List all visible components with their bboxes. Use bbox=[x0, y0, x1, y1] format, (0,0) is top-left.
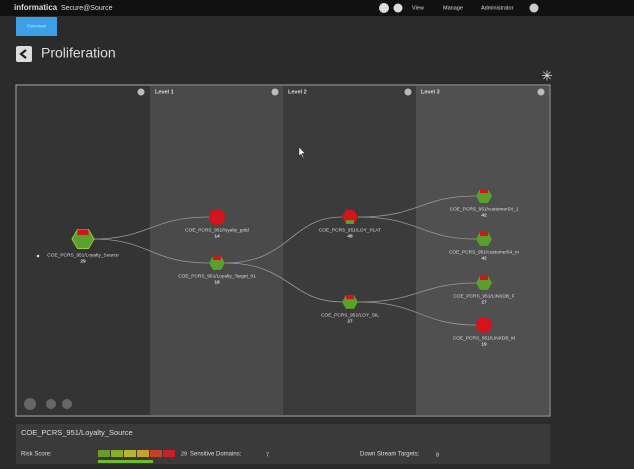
node-cap bbox=[480, 189, 488, 194]
zoom-out[interactable] bbox=[62, 399, 72, 409]
menu-admin[interactable]: Administrator bbox=[481, 5, 514, 11]
edge bbox=[357, 216, 477, 240]
scale-cell bbox=[150, 450, 162, 457]
node-label: COE_PCRS_951/loyalty_gold bbox=[185, 227, 249, 233]
edge bbox=[224, 262, 343, 303]
edges bbox=[91, 195, 477, 326]
targets-label: Down Stream Targets: bbox=[360, 452, 420, 458]
info-icon[interactable] bbox=[271, 88, 279, 96]
back-button[interactable] bbox=[16, 46, 32, 62]
scale-cell bbox=[98, 450, 110, 457]
settings-icon[interactable] bbox=[379, 3, 389, 13]
risk-bar bbox=[98, 460, 153, 463]
node-value: 14 bbox=[214, 233, 220, 239]
node-cap bbox=[213, 256, 221, 261]
scale-cell bbox=[137, 450, 149, 457]
info-icon[interactable] bbox=[137, 88, 145, 96]
node[interactable]: COE_PCRS_951/customer54_142 bbox=[450, 189, 519, 218]
node-value: 48 bbox=[347, 233, 353, 239]
edge bbox=[91, 238, 210, 264]
risk-value: 29 bbox=[181, 451, 187, 457]
edge bbox=[224, 216, 343, 264]
column bbox=[150, 86, 283, 415]
product: Secure@Source bbox=[61, 5, 113, 12]
column bbox=[416, 86, 549, 415]
tab-button[interactable] bbox=[16, 17, 57, 36]
node-shape bbox=[209, 209, 225, 225]
edge bbox=[357, 301, 477, 326]
targets-value: 8 bbox=[436, 452, 439, 458]
scale-cell bbox=[163, 450, 175, 457]
node[interactable]: COE_PCRS_951/LINXDB_M19 bbox=[453, 317, 515, 347]
node-value: 29 bbox=[80, 258, 86, 264]
expand-icon[interactable]: ✳ bbox=[541, 68, 553, 84]
node-label: COE_PCRS_951/customer54_m bbox=[449, 249, 519, 255]
node-value: 19 bbox=[481, 341, 487, 347]
back-arrow bbox=[19, 49, 27, 59]
node-label: COE_PCRS_951/LINXDB_M bbox=[453, 335, 515, 341]
node-value: 18 bbox=[214, 279, 220, 285]
node-cap bbox=[346, 295, 354, 300]
info-icon[interactable] bbox=[537, 88, 545, 96]
node-label: COE_PCRS_951/customer54_1 bbox=[450, 206, 519, 212]
node-shape bbox=[476, 317, 492, 333]
top-bar bbox=[0, 0, 634, 16]
node[interactable]: COE_PCRS_951/customer54_m42 bbox=[449, 232, 519, 261]
pan-control[interactable] bbox=[24, 398, 36, 410]
bullet bbox=[36, 254, 40, 258]
edge bbox=[91, 216, 210, 240]
node-label: COE_PCRS_951/Loyalty_Source bbox=[47, 252, 119, 258]
domains-value: 7 bbox=[266, 452, 269, 458]
level-label: Level 1 bbox=[155, 89, 174, 95]
risk-scale bbox=[98, 450, 175, 463]
page-title: Proliferation bbox=[41, 45, 116, 61]
node-value: 27 bbox=[347, 318, 353, 324]
zoom-controls bbox=[24, 398, 72, 410]
details-title: COE_PCRS_951/Loyalty_Source bbox=[21, 428, 133, 437]
node-value: 27 bbox=[481, 299, 487, 305]
bell-icon[interactable] bbox=[393, 3, 403, 13]
details-panel bbox=[16, 424, 550, 464]
node-label: COE_PCRS_951/LOY_PLAT bbox=[319, 227, 381, 233]
help-icon[interactable] bbox=[529, 3, 539, 13]
menu-view[interactable]: View bbox=[412, 5, 424, 11]
node-cap bbox=[480, 232, 488, 237]
node[interactable]: COE_PCRS_951/LINXDB_F27 bbox=[453, 276, 515, 305]
level-label: Level 2 bbox=[288, 89, 307, 95]
column bbox=[283, 86, 416, 415]
scale-cell bbox=[124, 450, 136, 457]
node-label: COE_PCRS_951/LOY_SIL bbox=[321, 312, 379, 318]
node-value: 42 bbox=[481, 255, 487, 261]
zoom-in[interactable] bbox=[46, 399, 56, 409]
level-label: Level 3 bbox=[421, 89, 440, 95]
node-base bbox=[346, 220, 354, 224]
node-cap bbox=[77, 229, 89, 235]
edge bbox=[357, 195, 477, 218]
node-label: COE_PCRS_951/Loyalty_Target_01 bbox=[178, 273, 256, 279]
tab-label[interactable]: Overview bbox=[27, 24, 47, 29]
menu-manage[interactable]: Manage bbox=[443, 5, 463, 11]
cursor bbox=[298, 146, 306, 159]
column bbox=[17, 86, 150, 415]
scale-cell bbox=[111, 450, 123, 457]
node-cap bbox=[480, 276, 488, 281]
risk-label: Risk Score: bbox=[21, 452, 52, 458]
node-value: 42 bbox=[481, 212, 487, 218]
domains-label: Sensitive Domains: bbox=[190, 452, 242, 458]
node-label: COE_PCRS_951/LINXDB_F bbox=[453, 293, 514, 299]
info-icon[interactable] bbox=[404, 88, 412, 96]
brand: informatica bbox=[14, 3, 58, 12]
edge bbox=[357, 282, 477, 303]
